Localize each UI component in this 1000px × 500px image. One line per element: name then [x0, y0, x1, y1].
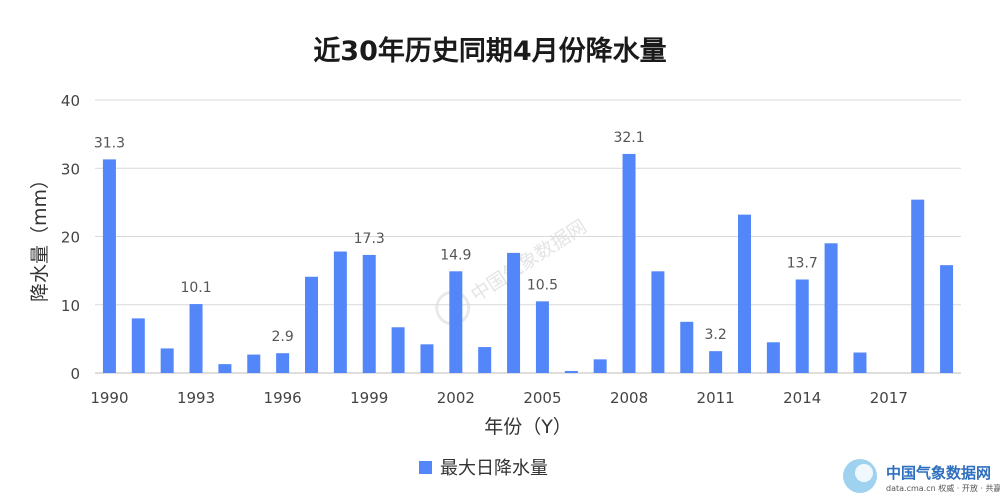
- x-axis-label: 年份（Y）: [484, 416, 572, 438]
- data-label: 10.5: [527, 277, 558, 293]
- bar: [853, 352, 867, 373]
- bar: [680, 321, 694, 373]
- x-tick-label: 2011: [697, 389, 735, 407]
- bar: [189, 304, 203, 373]
- data-label: 10.1: [180, 280, 211, 296]
- bar: [622, 153, 636, 373]
- x-tick-label: 1990: [90, 389, 128, 407]
- x-tick-label: 2002: [437, 389, 475, 407]
- x-axis-ticks: 1990 1993 1996 1999 2002 2005 2008 2011 2014 2017: [90, 389, 908, 407]
- y-tick-label: 30: [61, 160, 80, 178]
- bar: [247, 354, 261, 373]
- y-axis-label: 降水量（mm）: [29, 170, 51, 302]
- y-tick-label: 20: [61, 229, 80, 247]
- x-tick-label: 2014: [783, 389, 821, 407]
- x-tick-label: 2005: [523, 389, 561, 407]
- y-tick-label: 10: [61, 297, 80, 315]
- data-label: 3.2: [705, 327, 727, 343]
- bar: [160, 348, 174, 373]
- chart-title: 近30年历史同期4月份降水量: [313, 35, 666, 67]
- data-label: 31.3: [94, 135, 125, 151]
- data-label: 14.9: [440, 247, 471, 263]
- legend-label: 最大日降水量: [440, 458, 548, 479]
- legend[interactable]: 最大日降水量: [419, 458, 548, 479]
- bar: [766, 342, 780, 373]
- bar: [478, 347, 492, 373]
- bar: [795, 279, 809, 373]
- legend-swatch: [419, 461, 432, 474]
- bar: [449, 271, 463, 373]
- bar: [102, 159, 116, 373]
- bar: [940, 265, 954, 373]
- bar: [507, 252, 521, 373]
- bar: [911, 199, 925, 373]
- bar: [276, 353, 290, 373]
- y-axis-ticks: 0 10 20 30 40: [61, 92, 80, 383]
- bar: [420, 344, 434, 373]
- x-tick-label: 1996: [264, 389, 302, 407]
- data-labels: 31.3 10.1 2.9 17.3 14.9 10.5 32.1 3.2 13.7: [94, 130, 818, 345]
- bar: [535, 301, 549, 373]
- bar: [218, 364, 232, 373]
- x-tick-label: 2008: [610, 389, 648, 407]
- bar: [564, 370, 578, 373]
- bar: [651, 271, 665, 373]
- x-tick-label: 2017: [870, 389, 908, 407]
- y-tick-label: 40: [61, 92, 80, 110]
- bar: [333, 251, 347, 373]
- bar: [593, 359, 607, 373]
- data-label: 13.7: [787, 255, 818, 271]
- data-label: 32.1: [613, 130, 644, 146]
- x-tick-label: 1999: [350, 389, 388, 407]
- bar: [391, 327, 405, 373]
- bar: [824, 243, 838, 373]
- data-label: 2.9: [272, 329, 294, 345]
- logo-watermark-url: data.cma.cn 权威 · 开放 · 共赢: [886, 483, 1000, 493]
- logo-watermark-text: 中国气象数据网: [886, 464, 991, 482]
- bar: [362, 254, 376, 373]
- x-tick-label: 1993: [177, 389, 215, 407]
- cma-logo-inner-icon: [855, 464, 873, 482]
- gridlines: [95, 99, 961, 374]
- data-label: 17.3: [354, 231, 385, 247]
- logo-watermark: 中国气象数据网 data.cma.cn 权威 · 开放 · 共赢: [843, 459, 1000, 493]
- bar: [305, 276, 318, 373]
- bar: [131, 318, 145, 373]
- bar: [738, 214, 751, 373]
- bar: [709, 351, 723, 373]
- y-tick-label: 0: [70, 365, 80, 383]
- bars: [102, 153, 954, 373]
